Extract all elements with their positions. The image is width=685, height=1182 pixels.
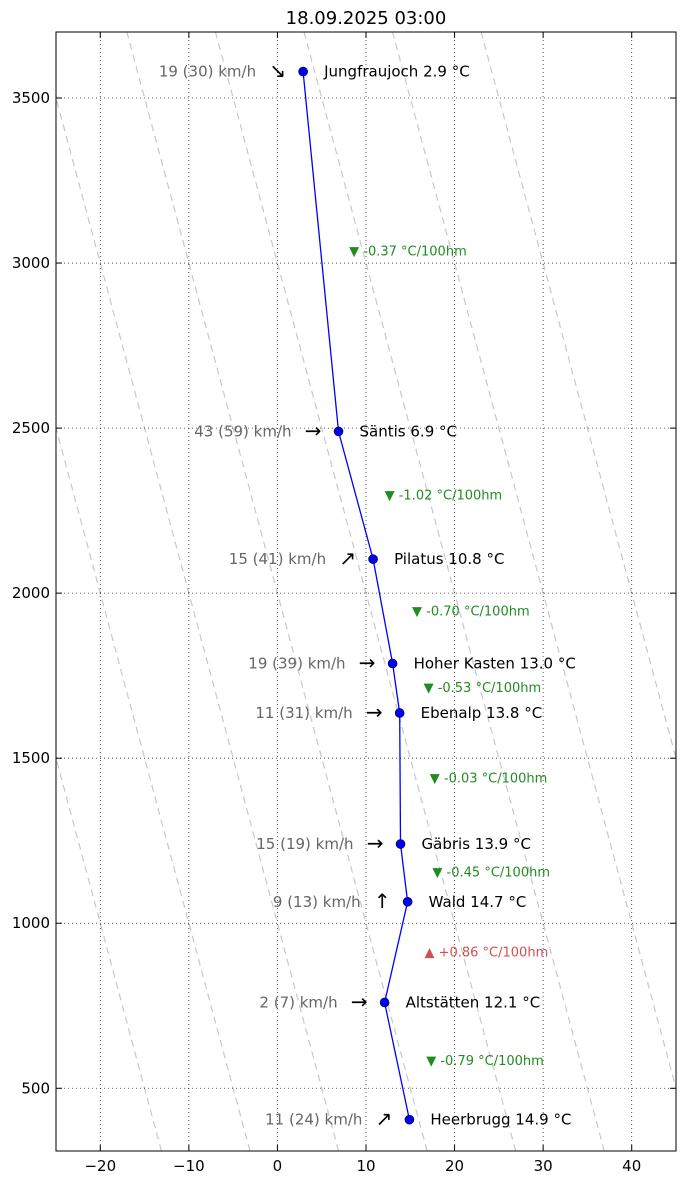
wind-direction-arrow: ↑: [374, 889, 391, 913]
dry-adiabat-line: [56, 755, 162, 1151]
station-point: [394, 708, 405, 718]
station-label: Gäbris 13.9 °C: [422, 835, 531, 853]
station-point: [368, 554, 378, 564]
lapse-rate-label: ▼ -0.53 °C/100hm: [424, 681, 542, 696]
station-point: [387, 658, 398, 669]
wind-speed-label: 9 (13) km/h: [273, 893, 361, 911]
station-label: Altstätten 12.1 °C: [406, 993, 541, 1011]
x-tick-label: 20: [445, 1157, 464, 1175]
profile-series: [298, 66, 415, 1125]
lapse-rate-label: ▼ -0.03 °C/100hm: [430, 772, 548, 787]
station-label: Heerbrugg 14.9 °C: [430, 1111, 571, 1129]
wind-direction-arrow: ↗: [339, 546, 356, 570]
wind-direction-arrow: ↗: [376, 1107, 393, 1131]
y-tick-label: 3500: [12, 89, 50, 107]
y-axis: 500 1000 1500 2000 2500 3000 3500: [12, 89, 676, 1097]
station-label: Jungfraujoch 2.9 °C: [323, 63, 470, 81]
lapse-rate-label: ▼ -1.02 °C/100hm: [385, 488, 503, 503]
station-label: Säntis 6.9 °C: [360, 422, 457, 440]
y-tick-label: 1500: [12, 749, 50, 767]
station-label: Wald 14.7 °C: [429, 893, 527, 911]
x-tick-label: −10: [173, 1157, 205, 1175]
lapse-rate-label: ▼ -0.79 °C/100hm: [426, 1054, 544, 1069]
station-point: [333, 426, 344, 437]
y-tick-label: 2500: [12, 419, 50, 437]
x-tick-label: −20: [84, 1157, 116, 1175]
dry-adiabat-line: [303, 32, 605, 1151]
wind-direction-arrow: →: [351, 989, 368, 1013]
x-tick-label: 40: [622, 1157, 641, 1175]
wind-direction-arrow: →: [366, 700, 383, 724]
station-label: Pilatus 10.8 °C: [394, 550, 504, 568]
x-tick-label: 0: [273, 1157, 283, 1175]
station-point: [404, 1114, 415, 1125]
x-axis: −20 −10 0 10 20 30 40: [84, 32, 641, 1175]
x-tick-label: 30: [534, 1157, 553, 1175]
dry-adiabat-line: [214, 32, 517, 1151]
y-tick-label: 500: [21, 1079, 50, 1097]
wind-speed-label: 15 (41) km/h: [229, 550, 326, 568]
station-point: [298, 66, 308, 77]
y-tick-label: 3000: [12, 254, 50, 272]
wind-direction-arrow: ↘: [269, 59, 286, 83]
dry-adiabat-line: [391, 32, 676, 1091]
wind-speed-label: 15 (19) km/h: [256, 835, 353, 853]
dry-adiabat-line: [126, 32, 428, 1151]
lapse-rate-label: ▼ -0.45 °C/100hm: [432, 866, 550, 881]
wind-speed-label: 19 (39) km/h: [248, 654, 345, 672]
wind-speed-label: 11 (24) km/h: [265, 1111, 362, 1129]
wind-speed-label: 43 (59) km/h: [194, 422, 291, 440]
wind-direction-arrow: →: [359, 650, 376, 674]
wind-speed-label: 2 (7) km/h: [259, 993, 337, 1011]
wind-speed-label: 19 (30) km/h: [159, 63, 256, 81]
annotations: Heerbrugg 14.9 °C ↗ 11 (24) km/h Altstätten…: [159, 59, 576, 1131]
lapse-rate-label: ▼ -0.37 °C/100hm: [349, 245, 467, 260]
y-tick-label: 1000: [12, 914, 50, 932]
lapse-rate-label: ▲ +0.86 °C/100hm: [424, 945, 548, 960]
dry-adiabat-line: [480, 32, 676, 761]
y-tick-label: 2000: [12, 584, 50, 602]
grid-lines: [56, 32, 676, 1151]
station-point: [402, 896, 413, 907]
station-point: [395, 839, 406, 849]
wind-speed-label: 11 (31) km/h: [255, 704, 352, 722]
lapse-rate-label: ▼ -0.70 °C/100hm: [412, 604, 530, 619]
chart-title: 18.09.2025 03:00: [286, 8, 447, 29]
dry-adiabat-line: [56, 95, 340, 1151]
wind-direction-arrow: →: [305, 418, 322, 442]
station-label: Hoher Kasten 13.0 °C: [414, 654, 576, 672]
dry-adiabat-line: [56, 425, 251, 1151]
station-label: Ebenalp 13.8 °C: [421, 704, 543, 722]
x-tick-label: 10: [356, 1157, 375, 1175]
wind-direction-arrow: →: [367, 831, 384, 855]
station-point: [379, 997, 390, 1008]
dry-adiabats: [56, 32, 676, 1151]
